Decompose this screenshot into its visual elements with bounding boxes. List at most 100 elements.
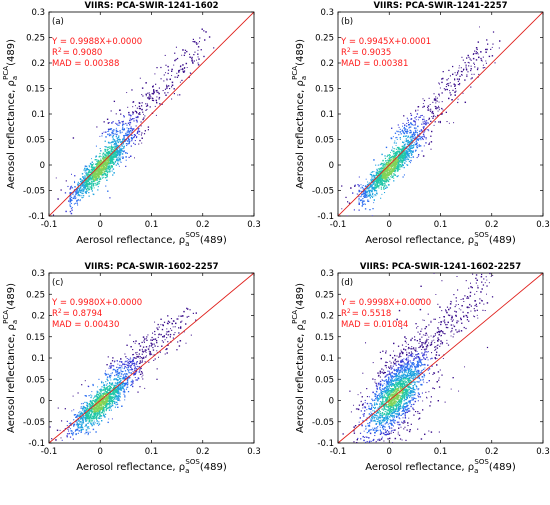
data-point (420, 145, 422, 147)
data-point (122, 370, 124, 373)
data-point (360, 187, 362, 189)
data-point (105, 174, 107, 176)
data-point (97, 181, 99, 183)
data-point (111, 132, 113, 134)
data-point (87, 434, 89, 436)
data-point (391, 168, 393, 170)
data-point (369, 185, 371, 187)
data-point (133, 353, 135, 355)
data-point (47, 212, 48, 213)
data-point (366, 188, 368, 190)
data-point (140, 134, 143, 136)
data-point (410, 144, 413, 146)
data-point (136, 354, 138, 355)
data-point (83, 185, 85, 187)
data-point (377, 174, 379, 176)
data-point (93, 193, 95, 196)
data-point (77, 192, 79, 194)
data-point (127, 106, 129, 108)
data-point (104, 146, 106, 148)
stat-r2-value: = 0.9080 (63, 48, 103, 58)
data-point (451, 99, 453, 101)
data-point (383, 172, 386, 175)
data-point (154, 105, 156, 107)
data-point (100, 397, 102, 399)
data-point (109, 395, 111, 398)
data-point (80, 417, 82, 419)
data-point (69, 205, 71, 207)
data-point (69, 199, 71, 202)
data-point (98, 180, 100, 183)
data-point (404, 162, 406, 164)
data-point (83, 169, 85, 171)
data-point (68, 430, 70, 432)
data-point (103, 161, 105, 163)
data-point (188, 315, 190, 317)
data-point (92, 174, 94, 176)
data-point (114, 401, 116, 403)
data-point (92, 166, 94, 169)
data-point (127, 367, 130, 369)
data-point (106, 383, 108, 385)
data-point (440, 113, 442, 115)
data-point (73, 423, 76, 425)
data-point (122, 121, 124, 123)
data-point (94, 405, 96, 407)
data-point (412, 137, 414, 139)
data-point (368, 190, 370, 192)
data-point (139, 107, 141, 110)
data-point (114, 154, 116, 156)
data-point (193, 54, 195, 56)
data-point (414, 117, 416, 119)
x-tick-label: 0 (387, 220, 392, 230)
data-point (414, 133, 416, 135)
data-point (94, 171, 96, 174)
data-point (102, 407, 104, 409)
data-point (75, 189, 78, 191)
data-point (376, 192, 378, 195)
data-point (119, 130, 121, 132)
data-point (373, 181, 375, 184)
data-point (363, 196, 365, 198)
data-point (60, 189, 62, 191)
data-point (93, 182, 95, 184)
data-point (185, 62, 188, 65)
data-point (167, 92, 169, 94)
data-point (82, 182, 84, 184)
data-point (392, 170, 394, 172)
data-point (477, 53, 479, 55)
data-point (410, 126, 412, 128)
data-point (384, 171, 386, 173)
data-point (106, 393, 108, 395)
data-point (391, 174, 393, 176)
data-point (91, 167, 93, 169)
data-point (87, 418, 89, 420)
data-point (186, 50, 188, 53)
data-point (88, 183, 90, 186)
data-point (91, 184, 93, 187)
data-point (396, 159, 399, 161)
x-axis-label-sub: a (474, 240, 478, 248)
data-point (383, 177, 385, 179)
data-point (95, 172, 97, 175)
data-point (198, 58, 200, 60)
data-point (434, 105, 436, 108)
data-point (403, 132, 405, 135)
data-point (112, 146, 114, 148)
data-point (166, 87, 168, 89)
data-point (139, 102, 141, 104)
data-point (77, 192, 80, 194)
data-point (115, 394, 117, 397)
data-point (75, 202, 76, 204)
data-point (404, 147, 407, 149)
data-point (410, 150, 412, 152)
data-point (166, 85, 168, 88)
data-point (403, 142, 405, 144)
data-point (99, 162, 101, 164)
data-point (68, 433, 70, 435)
data-point (88, 402, 91, 405)
data-point (118, 382, 120, 384)
data-point (104, 160, 107, 162)
data-point (197, 56, 199, 58)
